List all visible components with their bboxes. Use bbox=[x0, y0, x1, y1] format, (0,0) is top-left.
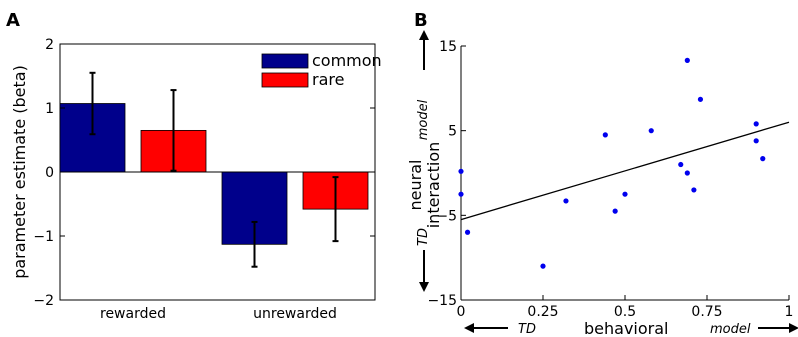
data-points bbox=[458, 57, 766, 269]
panel-label-b: B bbox=[414, 10, 428, 31]
data-point bbox=[760, 156, 766, 162]
y-axis-label-line2: interaction bbox=[424, 142, 443, 229]
data-point bbox=[697, 96, 704, 102]
x-tick-label: 0 bbox=[457, 304, 466, 320]
legend-label-rare: rare bbox=[312, 70, 344, 89]
error-bar-common-rewarded bbox=[89, 71, 96, 136]
y-axis-label-a: parameter estimate (beta) bbox=[10, 65, 29, 279]
panel-label-a: A bbox=[6, 10, 20, 31]
y-tick-label: 5 bbox=[448, 124, 457, 140]
x-ticks-a: rewarded unrewarded bbox=[100, 306, 337, 322]
error-bar-rare-rewarded bbox=[170, 89, 177, 172]
x-arrow-label-right: model bbox=[710, 322, 751, 337]
data-point bbox=[648, 128, 654, 134]
y-arrow-label-bottom: TD bbox=[416, 228, 431, 246]
y-axis-label-line1: neural bbox=[406, 160, 425, 211]
data-point bbox=[464, 229, 471, 235]
legend-label-common: common bbox=[312, 51, 382, 70]
data-point bbox=[612, 208, 618, 214]
x-tick-label: 0.75 bbox=[691, 304, 722, 320]
data-point bbox=[563, 198, 569, 204]
bar-chart-panel: A 2 1 0 −1 −2 rewarded unrewarded parameter e… bbox=[6, 10, 382, 322]
scatter-chart-panel: B 15 5 −5 −15 0 0.25 0.5 0.75 1 neural interact… bbox=[406, 10, 798, 337]
x-ticks-b: 0 0.25 0.5 0.75 1 bbox=[457, 295, 794, 320]
y-ticks-a: 2 1 0 −1 −2 bbox=[33, 37, 375, 309]
legend-swatch-common bbox=[261, 53, 309, 69]
y-tick-label: −2 bbox=[33, 293, 54, 309]
x-tick-label: 1 bbox=[785, 304, 794, 320]
x-tick-label: rewarded bbox=[100, 306, 166, 322]
y-ticks-b: 15 5 −5 −15 bbox=[427, 39, 466, 309]
error-bar-common-unrewarded bbox=[251, 220, 258, 268]
data-point bbox=[684, 57, 690, 63]
y-tick-label: −5 bbox=[436, 208, 457, 224]
error-bar-rare-unrewarded bbox=[332, 176, 339, 243]
regression-line bbox=[460, 121, 790, 221]
data-point bbox=[678, 161, 684, 168]
legend-swatch-rare bbox=[261, 72, 309, 88]
x-tick-label: unrewarded bbox=[253, 306, 337, 322]
data-point bbox=[540, 263, 546, 269]
bars bbox=[59, 103, 369, 245]
y-tick-label: −15 bbox=[427, 293, 457, 309]
x-tick-label: 0.25 bbox=[527, 304, 558, 320]
data-point bbox=[458, 168, 464, 174]
y-tick-label: 0 bbox=[45, 165, 54, 181]
y-tick-label: 2 bbox=[45, 37, 54, 53]
y-arrow-label-top: model bbox=[416, 99, 431, 140]
x-axis-label-b: behavioral bbox=[584, 319, 668, 337]
y-tick-label: 1 bbox=[45, 101, 54, 117]
data-point bbox=[684, 170, 690, 176]
x-arrow-label-left: TD bbox=[518, 322, 536, 337]
data-point bbox=[458, 191, 464, 197]
y-tick-label: 15 bbox=[439, 39, 457, 55]
data-point bbox=[622, 191, 628, 197]
data-point bbox=[602, 132, 608, 138]
x-tick-label: 0.5 bbox=[614, 304, 636, 320]
y-tick-label: −1 bbox=[33, 229, 54, 245]
data-point bbox=[753, 138, 759, 144]
error-bars bbox=[89, 71, 339, 268]
data-point bbox=[753, 121, 759, 127]
legend: common rare bbox=[258, 51, 382, 92]
data-point bbox=[691, 187, 697, 193]
